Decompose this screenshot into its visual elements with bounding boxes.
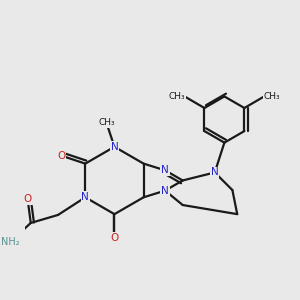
Text: N: N — [81, 192, 89, 202]
Text: O: O — [57, 151, 65, 160]
Text: N: N — [111, 142, 118, 152]
Text: O: O — [110, 233, 118, 243]
Text: O: O — [23, 194, 32, 204]
Text: N: N — [161, 186, 169, 196]
Text: CH₃: CH₃ — [264, 92, 280, 101]
Text: N: N — [211, 167, 219, 177]
Text: CH₃: CH₃ — [98, 118, 115, 127]
Text: NH₂: NH₂ — [1, 237, 19, 247]
Text: CH₃: CH₃ — [169, 92, 185, 101]
Text: N: N — [161, 165, 169, 175]
